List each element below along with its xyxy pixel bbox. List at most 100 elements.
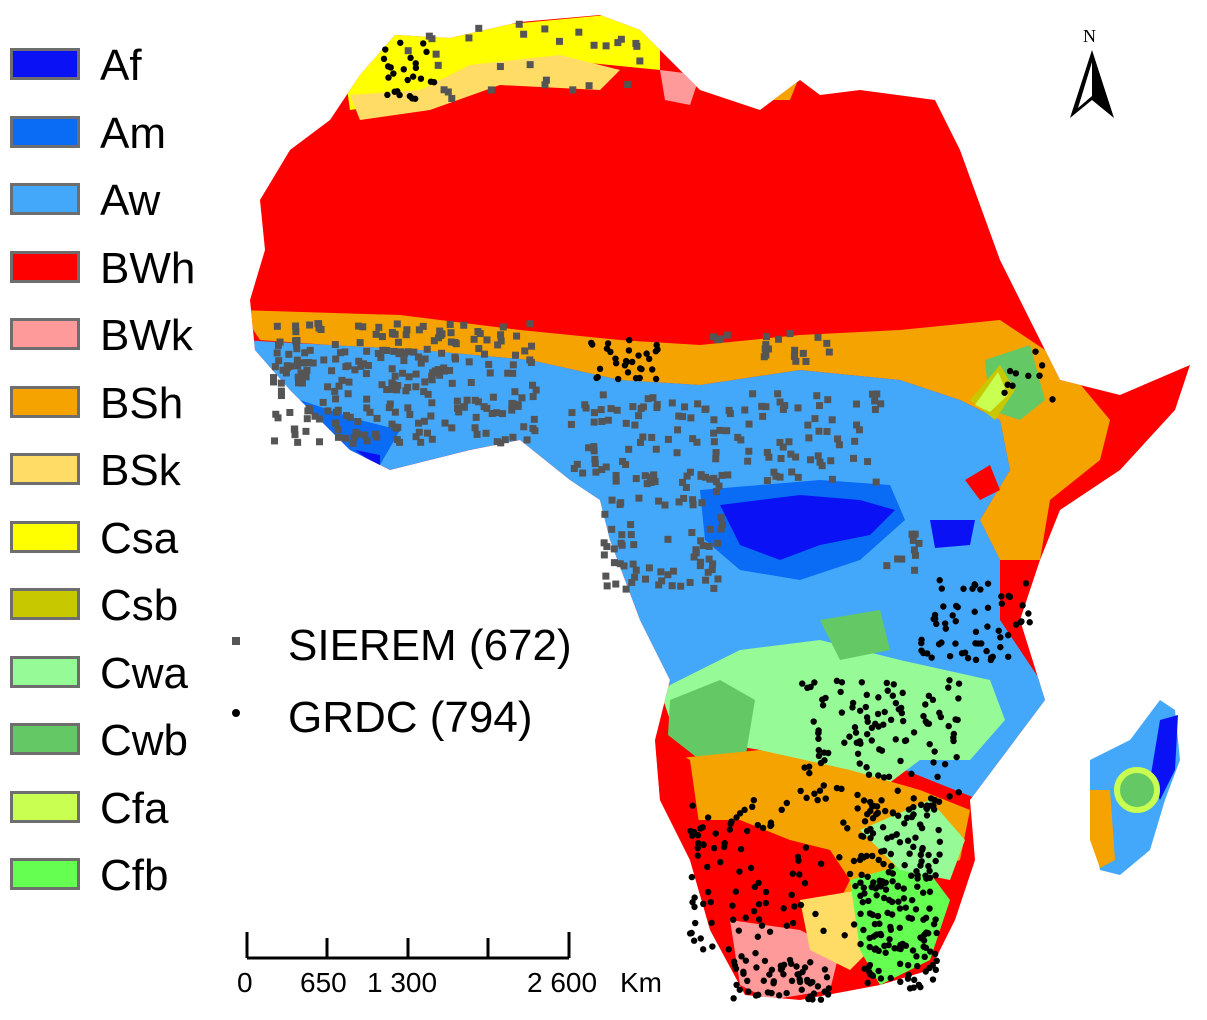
sierem-station-marker [602, 42, 610, 50]
grdc-station-marker [833, 784, 841, 792]
grdc-station-marker [903, 814, 911, 822]
zone-bsk-north [350, 55, 620, 120]
grdc-station-marker [923, 650, 931, 657]
grdc-station-marker [864, 873, 871, 880]
grdc-station-marker [803, 794, 810, 802]
grdc-station-marker [923, 805, 931, 813]
sierem-station-marker [434, 334, 442, 342]
sierem-station-marker [400, 357, 408, 365]
grdc-station-marker [873, 892, 880, 899]
sierem-station-marker [475, 345, 483, 353]
grdc-station-marker [691, 919, 699, 927]
grdc-station-marker [858, 852, 865, 860]
legend-label-cfa: Cfa [100, 783, 169, 833]
madagascar [1090, 700, 1180, 875]
sierem-station-marker [270, 374, 278, 382]
sierem-station-marker [910, 546, 918, 554]
grdc-station-marker [885, 773, 893, 780]
sierem-station-marker [480, 403, 488, 411]
grdc-station-marker [753, 964, 760, 971]
sierem-station-marker [814, 333, 822, 341]
sierem-station-marker [567, 420, 575, 428]
grdc-legend-marker [232, 709, 240, 717]
grdc-station-marker [931, 615, 939, 622]
legend-swatch-bwk [10, 318, 80, 350]
sierem-station-marker [306, 346, 314, 354]
grdc-station-marker [863, 852, 870, 860]
sierem-station-marker [855, 426, 863, 434]
grdc-station-marker [1036, 372, 1043, 379]
grdc-station-marker [1025, 372, 1032, 380]
grdc-station-marker [858, 871, 865, 879]
grdc-station-marker [643, 350, 650, 357]
sierem-station-marker [642, 575, 650, 583]
grdc-station-marker [797, 787, 804, 795]
sierem-station-marker [363, 347, 371, 355]
grdc-station-marker [920, 916, 927, 923]
grdc-station-marker [795, 971, 802, 979]
sierem-station-marker [434, 366, 442, 374]
grdc-station-marker [874, 912, 882, 920]
grdc-station-marker [742, 957, 750, 964]
sierem-station-marker [293, 345, 301, 353]
grdc-station-marker [902, 737, 910, 744]
grdc-station-marker [747, 864, 755, 872]
grdc-station-marker [799, 680, 806, 687]
sierem-station-marker [405, 373, 413, 381]
grdc-station-marker [638, 365, 645, 373]
sierem-station-marker [438, 349, 446, 357]
grdc-station-marker [420, 40, 427, 47]
grdc-station-marker [733, 981, 740, 989]
grdc-station-marker [872, 720, 879, 728]
zone-cwa-south [660, 640, 1005, 790]
sierem-station-marker [315, 415, 323, 423]
sierem-station-marker [274, 414, 282, 422]
sierem-station-marker [745, 447, 753, 455]
sierem-station-marker [648, 433, 656, 441]
sierem-station-marker [723, 331, 731, 339]
grdc-station-marker [745, 988, 752, 995]
grdc-station-marker [750, 796, 758, 804]
sierem-station-marker [647, 478, 655, 486]
sierem-station-marker [668, 399, 676, 407]
sierem-station-marker [692, 549, 700, 557]
sierem-station-marker [785, 438, 793, 446]
sierem-station-marker [508, 399, 516, 407]
sierem-station-marker [608, 496, 616, 504]
sierem-station-marker [497, 337, 505, 345]
sierem-station-marker [788, 468, 796, 476]
grdc-station-marker [811, 679, 818, 686]
sierem-station-marker [328, 367, 336, 375]
zone-af-east [930, 520, 975, 548]
grdc-station-marker [652, 375, 660, 383]
grdc-station-marker [910, 729, 918, 736]
zone-bwh-east-island [965, 465, 1000, 500]
sierem-station-marker [393, 320, 401, 328]
grdc-station-marker [914, 871, 921, 879]
sierem-station-marker [271, 437, 279, 445]
grdc-station-marker [916, 821, 924, 828]
grdc-station-marker [861, 965, 868, 972]
sierem-station-marker [497, 331, 505, 339]
grdc-station-marker [759, 824, 767, 832]
sierem-station-marker [664, 535, 672, 543]
sierem-station-marker [669, 567, 677, 575]
grdc-station-marker [806, 769, 813, 777]
sierem-station-marker [324, 383, 332, 391]
grdc-station-marker [1005, 592, 1012, 600]
grdc-station-marker [872, 945, 880, 952]
sierem-station-marker [603, 543, 611, 551]
grdc-station-marker [866, 943, 873, 951]
zone-bsh-sahel [250, 310, 1110, 560]
sierem-station-marker [683, 472, 691, 480]
grdc-station-marker [863, 730, 871, 738]
grdc-station-marker [857, 892, 864, 900]
sierem-station-marker [412, 383, 420, 391]
grdc-station-marker [935, 826, 942, 834]
sierem-station-marker [602, 572, 610, 580]
grdc-station-marker [876, 746, 883, 753]
sierem-station-marker [616, 560, 624, 568]
grdc-station-marker [897, 978, 904, 986]
sierem-station-marker [342, 411, 350, 419]
